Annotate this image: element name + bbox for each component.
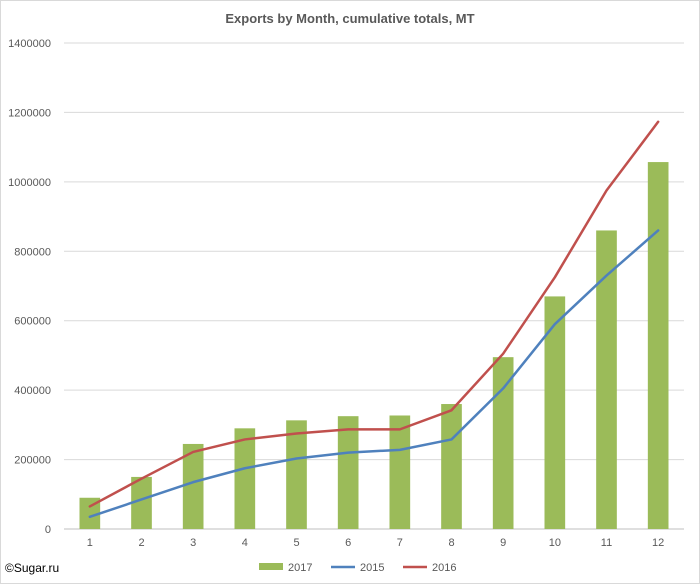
- copyright-text: ©Sugar.ru: [5, 561, 60, 575]
- y-tick-label: 1200000: [8, 107, 51, 119]
- x-tick-label: 7: [397, 537, 403, 549]
- x-tick-label: 2: [138, 537, 144, 549]
- bar-2017-1: [79, 497, 101, 529]
- x-tick-label: 12: [652, 537, 664, 549]
- bar-2017-4: [234, 428, 256, 529]
- series-line-2016: [88, 120, 660, 508]
- x-tick-label: 10: [549, 537, 561, 549]
- bar-2017-7: [389, 415, 411, 529]
- series-line-2015: [88, 229, 660, 519]
- bar-2017-12: [647, 162, 669, 529]
- legend-swatch-2017: [259, 563, 283, 570]
- y-tick-label: 0: [45, 524, 51, 536]
- bar-2017-11: [596, 230, 617, 529]
- y-tick-label: 600000: [14, 316, 51, 328]
- bar-2017-5: [286, 420, 307, 529]
- bar-layer: [79, 162, 669, 529]
- bar-2017-2: [131, 476, 152, 529]
- bar-2017-3: [182, 443, 204, 529]
- bar-2017-8: [441, 404, 462, 529]
- line-layer: [88, 120, 660, 519]
- x-tick-label: 4: [242, 537, 248, 549]
- legend-label-2015: 2015: [360, 562, 384, 574]
- chart-title: Exports by Month, cumulative totals, MT: [225, 11, 474, 26]
- legend-label-2017: 2017: [288, 562, 312, 574]
- x-tick-label: 9: [500, 537, 506, 549]
- bar-2017-10: [544, 296, 566, 529]
- x-tick-label: 3: [190, 537, 196, 549]
- grid-layer: [64, 42, 684, 530]
- y-tick-label: 1400000: [8, 38, 51, 50]
- x-tick-label: 6: [345, 537, 351, 549]
- bar-2017-9: [492, 357, 514, 529]
- y-tick-label: 400000: [14, 385, 51, 397]
- legend-label-2016: 2016: [432, 562, 456, 574]
- x-tick-label: 11: [601, 537, 612, 549]
- x-tick-label: 1: [87, 537, 93, 549]
- y-tick-label: 800000: [14, 246, 51, 258]
- y-tick-label: 200000: [14, 455, 51, 467]
- axis-layer: 0 200000 400000 600000 800000 1000000 1200000 1…: [8, 38, 664, 549]
- bar-2017-6: [337, 416, 359, 529]
- x-tick-label: 5: [293, 537, 299, 549]
- legend: 2017 2015 2016: [259, 562, 456, 574]
- y-tick-label: 1000000: [8, 177, 51, 189]
- x-tick-label: 8: [448, 537, 454, 549]
